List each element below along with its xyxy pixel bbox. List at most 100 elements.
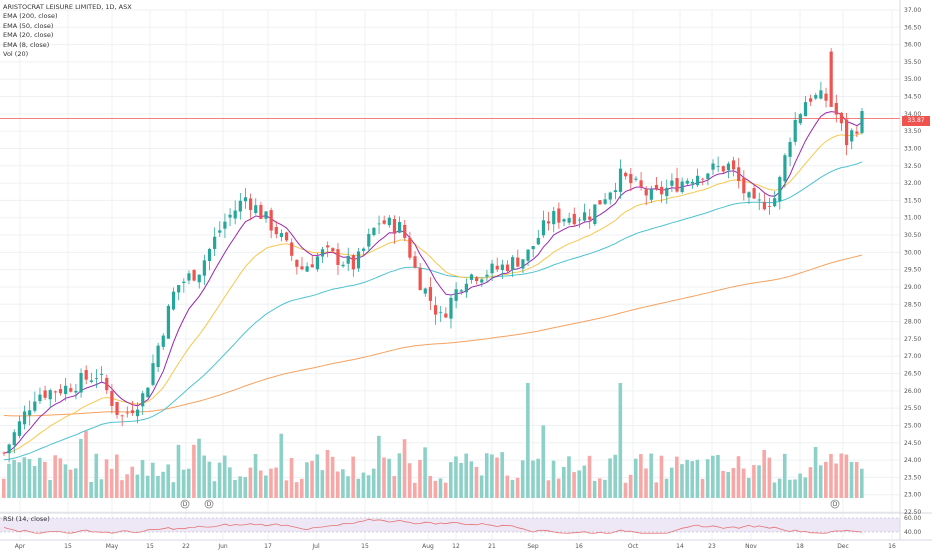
candle-body [326, 245, 330, 248]
rsi-label[interactable]: RSI (14, close) [3, 515, 50, 523]
candle-body [778, 176, 782, 202]
dividend-marker[interactable] [180, 499, 190, 509]
candle-body [480, 279, 484, 283]
candle-body [48, 390, 52, 400]
volume-bar [289, 458, 294, 498]
candle-body [362, 248, 366, 251]
volume-bar [120, 480, 124, 498]
candle-body [398, 222, 402, 233]
volume-bar [582, 465, 587, 498]
volume-bar [726, 472, 731, 498]
volume-bar [443, 482, 448, 498]
volume-bar [84, 430, 88, 498]
volume-bar [330, 456, 335, 498]
candle-body [767, 206, 772, 207]
volume-bar [228, 467, 232, 498]
legend-ema50[interactable]: EMA (50, close) [3, 21, 54, 30]
dividend-marker[interactable] [204, 499, 214, 509]
candle-body [290, 242, 294, 256]
volume-bar [264, 475, 268, 498]
price-tick-label: 24.50 [904, 440, 921, 447]
volume-bar [192, 444, 196, 498]
volume-bar [109, 468, 114, 498]
volume-bar [474, 466, 479, 498]
volume-bar [556, 478, 561, 498]
price-tick-label: 24.00 [904, 457, 921, 464]
candle-body [783, 155, 787, 182]
time-tick-label: 23 [708, 543, 716, 550]
volume-bar [649, 453, 653, 498]
legend-ema200[interactable]: EMA (200, close) [3, 12, 58, 21]
price-tick-label: 25.00 [904, 422, 921, 429]
legend-ema8[interactable]: EMA (8, close) [3, 40, 50, 49]
volume-bar [22, 457, 27, 498]
candle-body [803, 102, 808, 117]
candle-body [28, 410, 32, 416]
candle-body [331, 248, 335, 252]
rsi-line [3, 518, 863, 534]
candle-body [757, 199, 761, 201]
candle-body [634, 178, 638, 180]
volume-bar [130, 466, 135, 498]
volume-bar [207, 461, 212, 498]
candle-body [17, 421, 22, 436]
time-tick-label: 15 [64, 543, 72, 550]
candle-body [94, 377, 99, 379]
candle-body [197, 274, 201, 283]
volume-bar [767, 457, 772, 498]
ema8-line [3, 111, 863, 454]
candle-body [84, 370, 88, 380]
volume-bar [407, 463, 412, 498]
candle-body [433, 305, 438, 315]
candle-body [177, 285, 181, 293]
volume-bar [382, 457, 386, 498]
candle-body [824, 93, 828, 101]
volume-bar [567, 456, 571, 498]
time-tick-label: 16 [888, 543, 896, 550]
candle-body [341, 264, 345, 267]
volume-bars [2, 383, 864, 498]
price-tick-label: 28.00 [904, 319, 921, 326]
volume-bar [597, 478, 602, 498]
legend-volume[interactable]: Vol (20) [3, 50, 29, 59]
candle-body [295, 259, 299, 267]
candle-body [809, 98, 813, 102]
volume-bar [248, 467, 253, 498]
volume-bar [603, 479, 607, 498]
candle-body [680, 181, 684, 193]
volume-bar [156, 475, 160, 498]
candle-body [701, 178, 705, 180]
volume-bar [73, 468, 78, 498]
time-tick-label: Apr [15, 543, 26, 550]
volume-bar [423, 447, 427, 498]
price-tick-label: 26.00 [904, 388, 921, 395]
candle-body [228, 214, 232, 218]
price-axis[interactable]: 37.00 36.50 36.00 35.50 35.00 34.50 34.00 33.50… [899, 0, 921, 540]
candle-body [731, 160, 736, 170]
candle-body [644, 189, 648, 196]
candle-body [521, 259, 525, 269]
candle-body [58, 389, 63, 394]
time-axis[interactable]: Apr 15 May 15 22 Jun 17 Jul 15 Aug 12 21 Sep 16 Oct 14 2… [0, 539, 932, 550]
candle-body [192, 270, 196, 281]
price-tick-label: 23.00 [904, 492, 921, 499]
price-tick-label: 27.50 [904, 336, 921, 343]
volume-bar [68, 469, 73, 498]
price-tick-label: 30.00 [904, 249, 921, 256]
volume-bar [233, 479, 237, 498]
volume-bar [346, 476, 350, 498]
volume-bar [238, 476, 242, 498]
candle-body [403, 224, 407, 238]
candle-body [464, 283, 468, 293]
candle-body [413, 256, 417, 268]
legend-ema20[interactable]: EMA (20, close) [3, 31, 54, 40]
volume-bar [454, 456, 458, 498]
time-tick-label: Oct [628, 543, 639, 550]
candle-body [855, 131, 859, 134]
candle-body [115, 401, 119, 415]
candle-body [541, 220, 546, 236]
price-tick-label: 34.00 [904, 111, 921, 118]
volume-bar [515, 477, 520, 498]
dividend-marker[interactable] [830, 499, 840, 509]
